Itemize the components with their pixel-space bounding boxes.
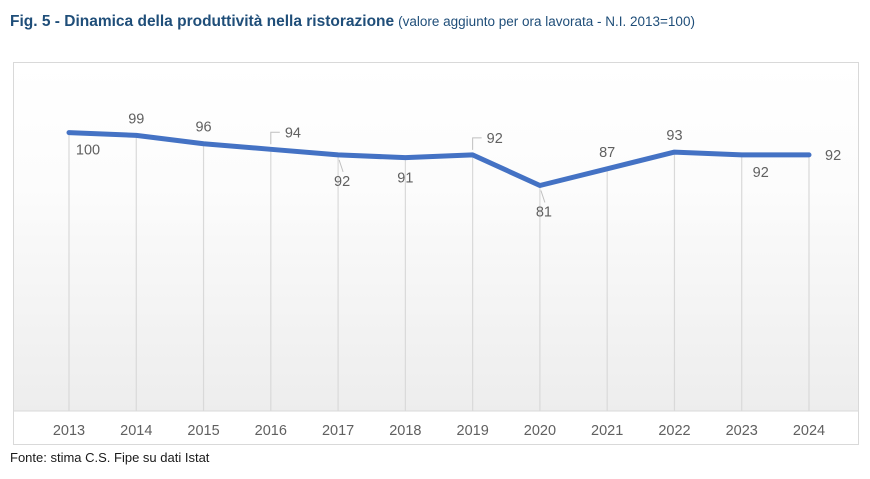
x-tick-label: 2019 [457, 423, 489, 439]
data-label: 93 [666, 128, 682, 144]
plot-area-background [14, 63, 858, 411]
label-leader-line [540, 190, 546, 203]
data-label: 92 [825, 148, 841, 164]
x-tick-label: 2017 [322, 423, 354, 439]
source-note: Fonte: stima C.S. Fipe su dati Istat [10, 450, 210, 465]
x-tick-label: 2024 [793, 423, 825, 439]
data-label: 100 [76, 143, 100, 159]
figure-title-main: Fig. 5 - Dinamica della produttività nel… [10, 13, 395, 30]
figure-title-subtitle: (valore aggiunto per ora lavorata - N.I.… [398, 14, 695, 29]
data-label: 96 [195, 120, 211, 136]
data-label: 92 [487, 131, 503, 147]
data-label: 87 [599, 145, 615, 161]
x-tick-label: 2018 [389, 423, 421, 439]
data-label: 91 [397, 171, 413, 187]
data-label: 99 [128, 111, 144, 127]
data-label: 92 [753, 165, 769, 181]
x-tick-label: 2022 [658, 423, 690, 439]
chart-svg: 100 99 96 94 92 91 92 81 87 93 92 92 2013 2014 2015 201… [14, 111, 858, 439]
chart-card: 100 99 96 94 92 91 92 81 87 93 92 92 2013 2014 2015 201… [13, 62, 859, 445]
x-tick-label: 2020 [524, 423, 556, 439]
figure-title: Fig. 5 - Dinamica della produttività nel… [10, 13, 695, 31]
x-tick-label: 2015 [187, 423, 219, 439]
label-leader-line [270, 131, 280, 145]
data-label: 94 [285, 125, 301, 141]
data-label: 81 [536, 204, 552, 220]
series-line [66, 130, 812, 188]
data-label: 92 [334, 174, 350, 190]
label-leader-line [472, 137, 482, 150]
x-tick-label: 2021 [591, 423, 623, 439]
x-tick-label: 2023 [726, 423, 758, 439]
x-tick-label: 2014 [120, 423, 152, 439]
label-leader-line [338, 159, 344, 173]
x-tick-label: 2016 [255, 423, 287, 439]
x-tick-label: 2013 [53, 423, 85, 439]
